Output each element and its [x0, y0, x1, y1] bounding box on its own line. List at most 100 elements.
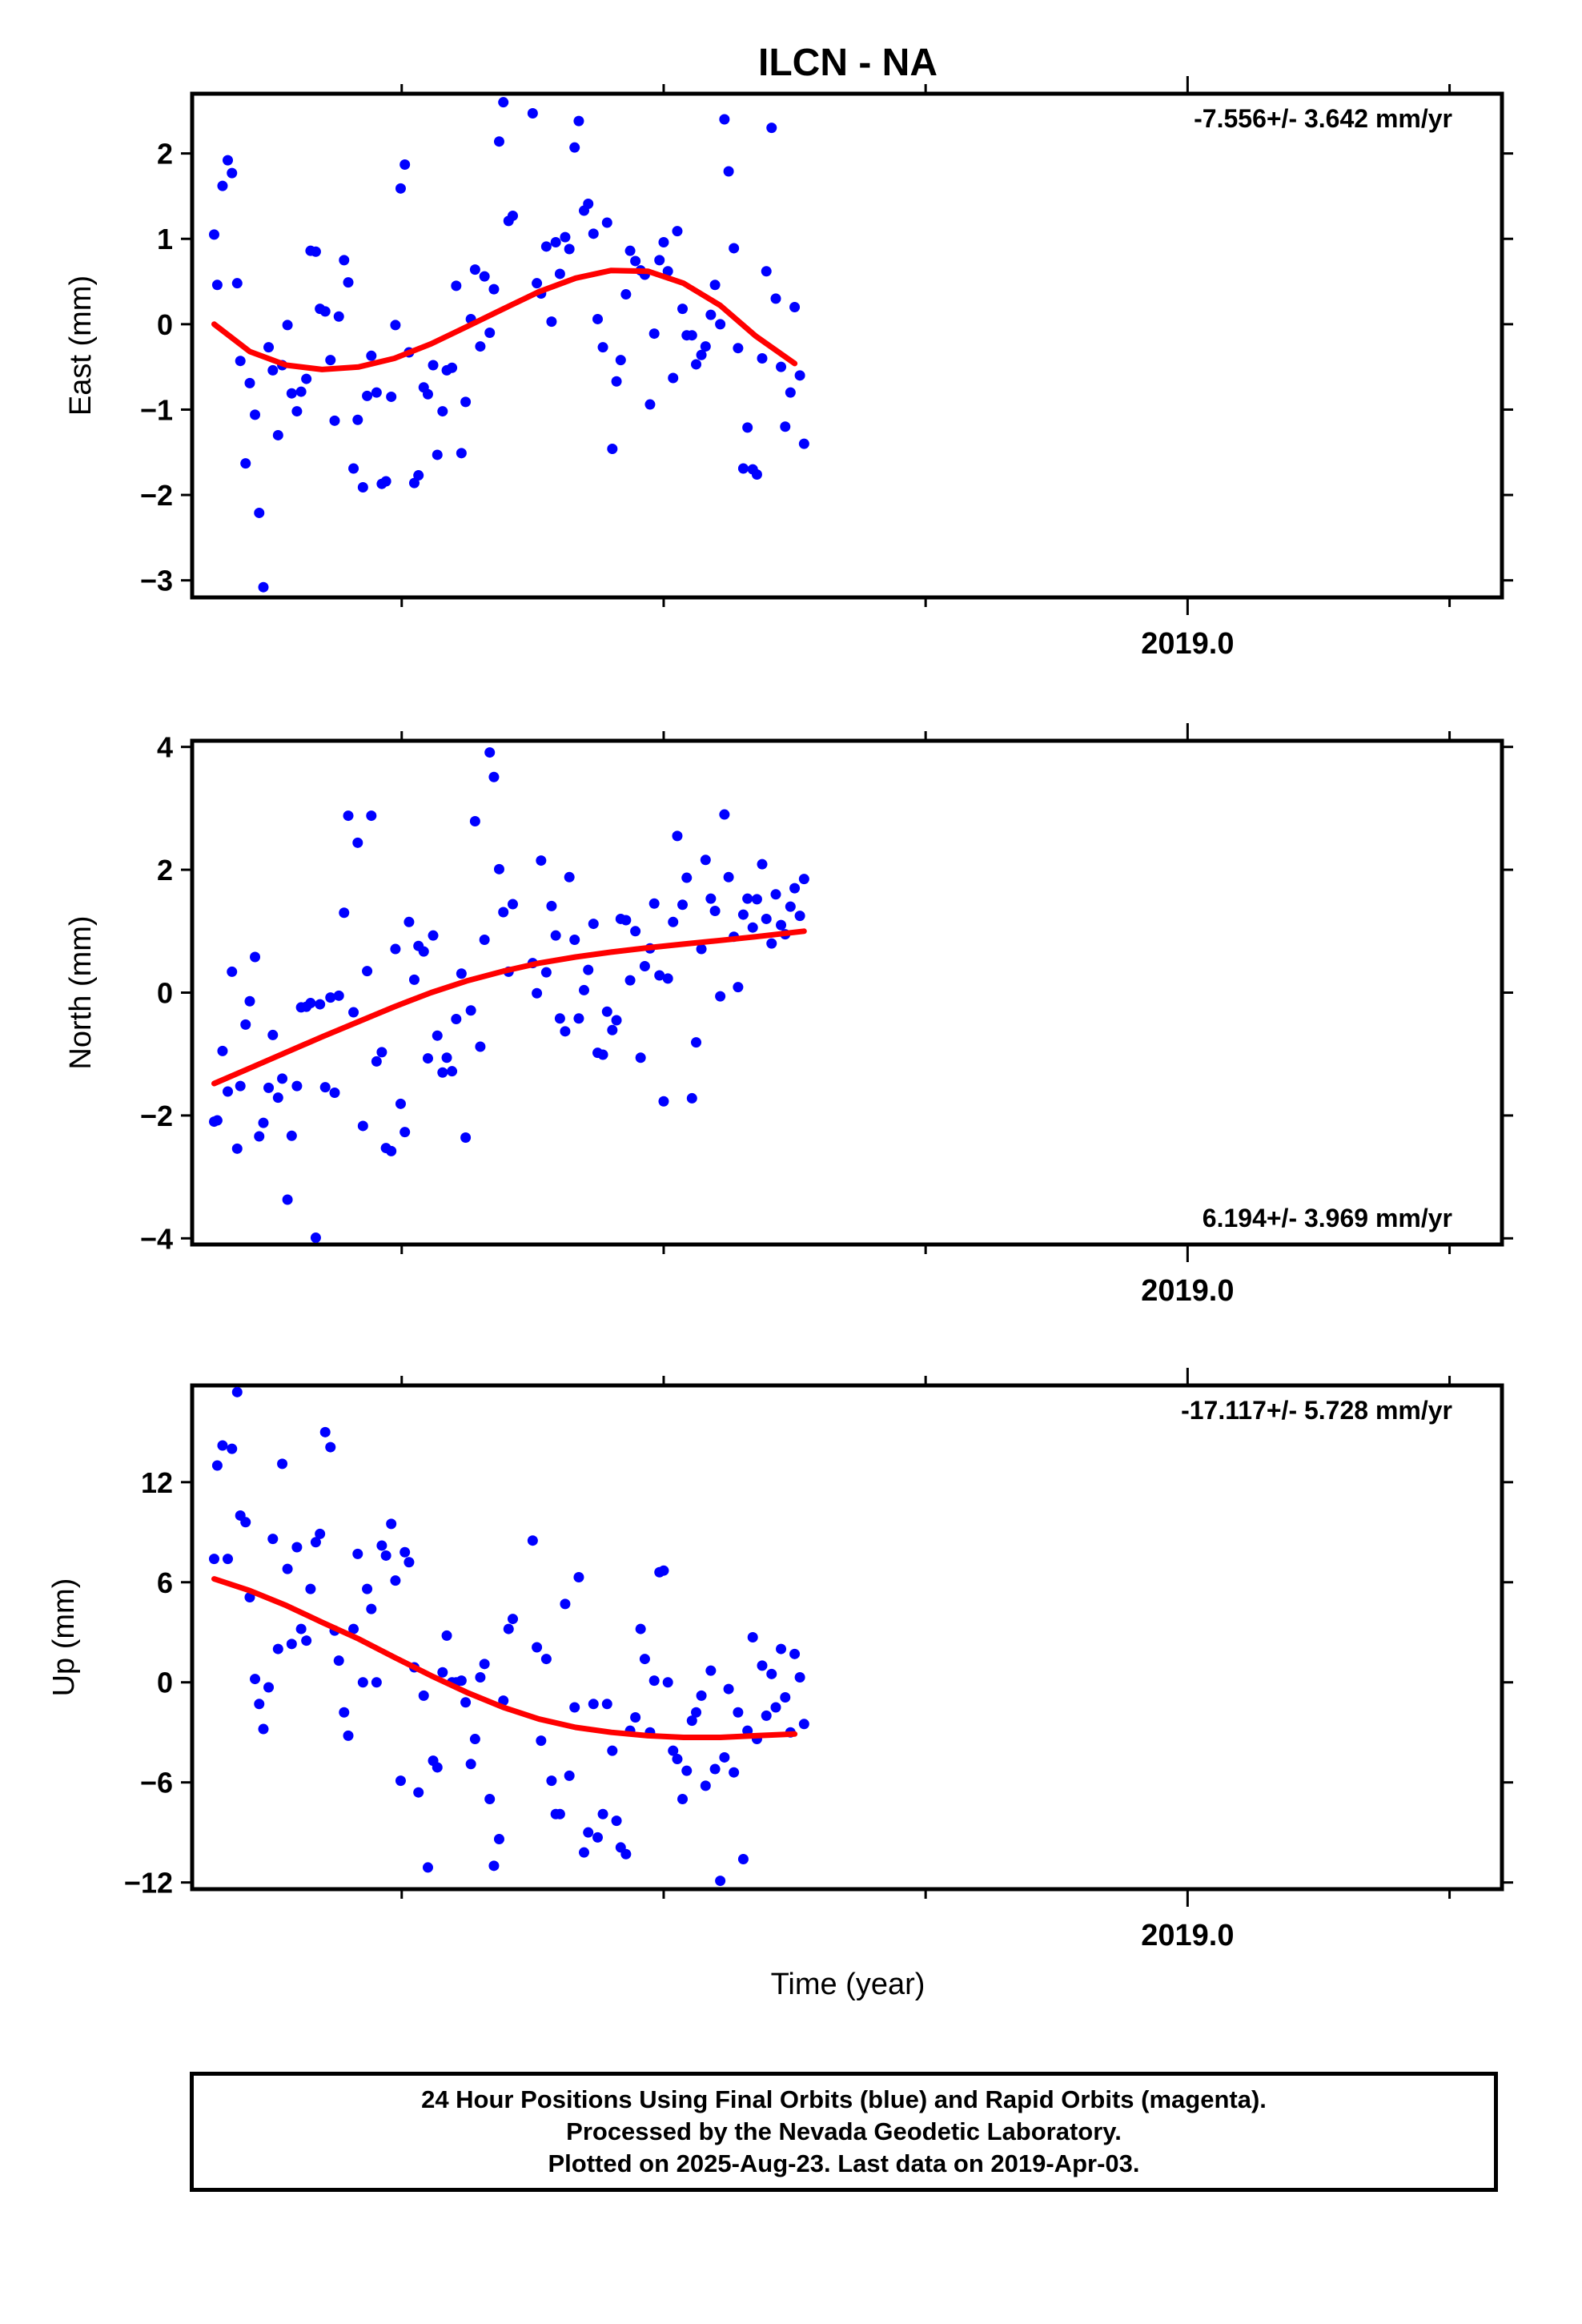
- up-data-point: [272, 1643, 283, 1655]
- up-data-point: [254, 1699, 265, 1710]
- east-data-point: [630, 255, 641, 267]
- east-data-point: [761, 266, 772, 277]
- up-data-point: [658, 1565, 669, 1576]
- east-data-point: [352, 414, 363, 425]
- north-data-point: [488, 771, 500, 782]
- east-data-point: [742, 422, 753, 433]
- north-data-point: [404, 916, 415, 927]
- up-data-point: [588, 1699, 599, 1710]
- up-data-point: [371, 1677, 382, 1688]
- north-data-point: [578, 984, 589, 995]
- up-data-point: [380, 1550, 391, 1561]
- east-data-point: [654, 255, 665, 266]
- north-data-point: [564, 871, 575, 883]
- east-data-point: [329, 415, 340, 426]
- up-data-point: [343, 1730, 354, 1741]
- footer-line-1: 24 Hour Positions Using Final Orbits (bl…: [421, 2085, 1267, 2113]
- up-data-point: [705, 1665, 717, 1676]
- north-y-axis-label: North (mm): [64, 915, 98, 1069]
- north-data-point: [761, 913, 772, 924]
- up-data-point: [475, 1671, 486, 1683]
- north-data-point: [540, 967, 552, 978]
- east-data-point: [208, 229, 219, 240]
- up-data-point: [333, 1655, 344, 1667]
- east-data-point: [620, 289, 632, 300]
- up-data-point: [780, 1691, 791, 1703]
- north-data-point: [456, 968, 467, 979]
- up-data-point: [352, 1548, 363, 1559]
- east-data-point: [733, 343, 744, 354]
- up-data-point: [569, 1702, 580, 1713]
- up-data-point: [362, 1583, 373, 1594]
- north-data-point: [601, 1006, 612, 1017]
- up-data-point: [681, 1765, 693, 1776]
- up-data-point: [432, 1762, 443, 1773]
- north-data-point: [343, 810, 354, 822]
- up-data-point: [677, 1794, 689, 1805]
- north-data-point: [231, 1143, 243, 1154]
- chart-title: ILCN - NA: [758, 42, 938, 84]
- east-data-point: [395, 183, 406, 194]
- east-data-point: [607, 443, 618, 454]
- north-data-point: [447, 1066, 458, 1077]
- east-data-point: [343, 277, 354, 288]
- east-data-point: [644, 399, 656, 410]
- up-data-point: [611, 1815, 622, 1827]
- east-data-point: [451, 280, 462, 292]
- east-data-point: [569, 142, 580, 153]
- up-data-point: [305, 1583, 316, 1594]
- up-data-point: [607, 1745, 618, 1756]
- east-data-point: [705, 309, 717, 320]
- north-data-point: [733, 982, 744, 993]
- east-data-point: [371, 387, 382, 398]
- east-fit-curve: [211, 267, 798, 372]
- east-data-point: [380, 476, 391, 487]
- north-data-point: [408, 974, 420, 985]
- east-data-point: [709, 279, 721, 291]
- north-ytick-label: −2: [140, 1100, 173, 1132]
- north-data-point: [700, 854, 711, 866]
- up-data-point: [217, 1440, 228, 1451]
- east-data-point: [624, 245, 636, 256]
- east-data-point: [325, 355, 336, 366]
- east-data-point: [597, 342, 608, 353]
- east-data-point: [493, 136, 504, 147]
- east-data-point: [668, 372, 679, 384]
- east-data-point: [723, 166, 734, 177]
- up-data-point: [315, 1528, 326, 1539]
- east-data-point: [267, 364, 279, 376]
- up-data-point: [227, 1443, 238, 1454]
- up-data-point: [267, 1534, 279, 1545]
- north-data-point: [620, 915, 632, 926]
- up-data-point: [325, 1441, 336, 1453]
- up-data-point: [766, 1668, 777, 1679]
- north-ytick-label: 0: [157, 977, 173, 1010]
- north-data-point: [254, 1131, 265, 1142]
- up-data-point: [757, 1660, 768, 1671]
- east-y-axis-label: East (mm): [64, 275, 98, 416]
- east-data-point: [686, 330, 697, 341]
- north-data-point: [437, 1067, 448, 1078]
- up-data-point: [208, 1554, 219, 1565]
- up-data-point: [540, 1654, 552, 1665]
- up-data-point: [258, 1723, 269, 1735]
- up-data-point: [418, 1690, 429, 1701]
- north-data-point: [569, 935, 580, 946]
- north-data-point: [286, 1130, 297, 1141]
- east-data-point: [677, 304, 689, 315]
- up-ytick-label: 12: [141, 1466, 173, 1499]
- up-data-point: [776, 1643, 787, 1655]
- up-data-point: [737, 1854, 749, 1865]
- up-data-point: [601, 1699, 612, 1710]
- up-ytick-label: −6: [140, 1767, 173, 1799]
- north-data-point: [222, 1086, 233, 1097]
- east-data-point: [386, 391, 397, 402]
- north-ytick-label: 2: [157, 854, 173, 887]
- north-data-point: [668, 916, 679, 927]
- up-data-point: [263, 1682, 275, 1693]
- up-data-point: [339, 1707, 350, 1718]
- north-data-point: [709, 905, 721, 916]
- east-data-point: [672, 226, 683, 237]
- east-data-point: [583, 199, 594, 210]
- up-data-point: [761, 1710, 772, 1721]
